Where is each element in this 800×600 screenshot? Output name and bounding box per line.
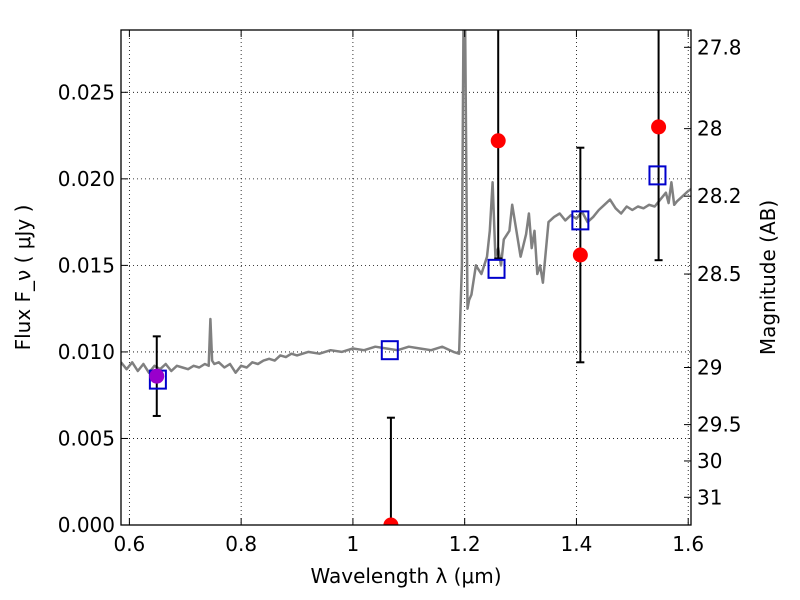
sed-model-line [121, 30, 691, 374]
band-flux-square [648, 165, 667, 186]
right-tick-label: 30 [697, 449, 722, 473]
y-axis-label: Flux F_ν ( μJy ) [11, 205, 35, 351]
observed-flux-point [651, 119, 667, 135]
right-tick-label: 28 [697, 117, 722, 141]
y-tick-label: 0.025 [58, 80, 115, 104]
y-tick-label: 0.020 [58, 167, 115, 191]
observed-flux-point [490, 133, 506, 149]
plot-series [121, 30, 691, 525]
y-tick-label: 0.010 [58, 340, 115, 364]
x-tick-label: 0.8 [225, 532, 257, 556]
right-tick-label: 31 [697, 485, 722, 509]
y-tick-label: 0.015 [58, 253, 115, 277]
band-flux-square [380, 340, 399, 361]
clipped-series [121, 30, 691, 525]
right-tick-label: 28.5 [697, 262, 742, 286]
plot-frame [120, 29, 692, 526]
right-tick-label: 28.2 [697, 184, 742, 208]
axis-ticks: 0.6 0.8 1 1.2 1.4 1.6 0.000 0.005 0.010 0.015 0.02… [58, 30, 742, 556]
x-tick-label: 1 [347, 532, 360, 556]
right-tick-label: 27.8 [697, 35, 742, 59]
x-tick-label: 1.6 [672, 532, 704, 556]
x-tick-label: 1.2 [449, 532, 481, 556]
right-tick-label: 29.5 [697, 413, 742, 437]
right-tick-label: 29 [697, 356, 722, 380]
gridlines [121, 30, 691, 526]
right-axis-label: Magnitude (AB) [756, 200, 780, 355]
observed-flux-point [149, 368, 165, 384]
observed-flux-point [572, 247, 588, 263]
observed-flux-point [383, 517, 399, 525]
x-tick-label: 1.4 [561, 532, 593, 556]
band-flux-square [571, 210, 590, 231]
x-axis-label: Wavelength λ (μm) [310, 564, 501, 588]
y-tick-label: 0.005 [58, 426, 115, 450]
x-tick-label: 0.6 [113, 532, 145, 556]
y-tick-label: 0.000 [58, 513, 115, 537]
band-flux-square [487, 258, 506, 279]
